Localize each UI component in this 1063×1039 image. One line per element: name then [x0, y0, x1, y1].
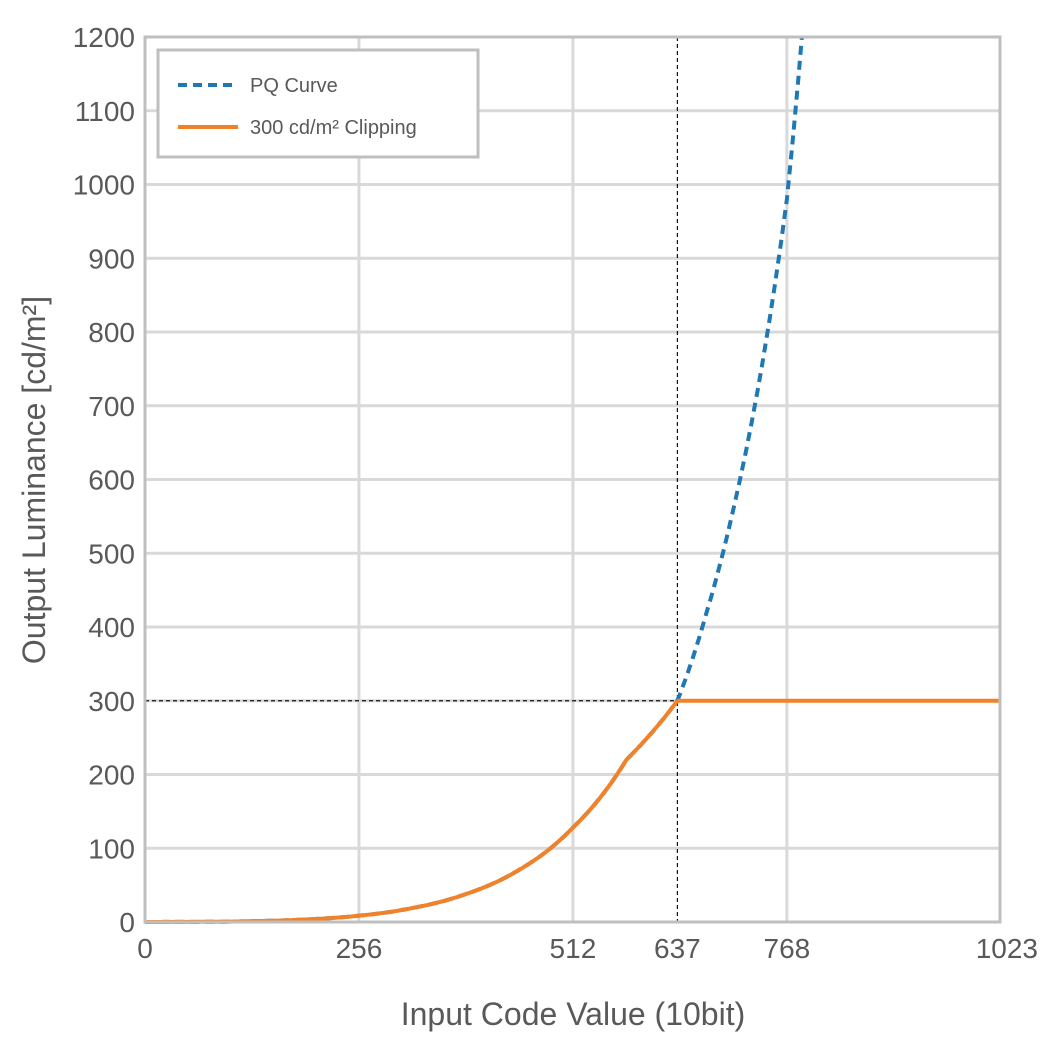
- grid: [143, 35, 1002, 924]
- y-tick-label: 600: [88, 465, 135, 496]
- x-tick-label: 512: [550, 933, 597, 964]
- y-tick-label: 500: [88, 538, 135, 569]
- x-tick-labels: 0 256 512 637 768 1023: [137, 933, 1038, 964]
- y-tick-label: 900: [88, 243, 135, 274]
- y-tick-label: 200: [88, 760, 135, 791]
- legend-label-pq-curve: PQ Curve: [250, 75, 338, 97]
- y-tick-labels: 0 100 200 300 400 500 600 700 800 900 1000 1100 1200: [73, 22, 135, 938]
- x-tick-label: 1023: [976, 933, 1038, 964]
- x-tick-label: 637: [654, 933, 701, 964]
- legend-box: [156, 48, 480, 159]
- y-tick-label: 1000: [73, 170, 135, 201]
- y-tick-label: 0: [119, 907, 135, 938]
- y-tick-label: 1200: [73, 22, 135, 53]
- y-tick-label: 100: [88, 833, 135, 864]
- legend-label-clipping: 300 cd/m² Clipping: [250, 117, 417, 139]
- y-tick-label: 700: [88, 391, 135, 422]
- series-line-clipping: [144, 698, 1002, 924]
- y-tick-label: 300: [88, 686, 135, 717]
- y-tick-label: 800: [88, 317, 135, 348]
- y-tick-label: 1100: [75, 96, 135, 127]
- x-tick-label: 768: [764, 933, 811, 964]
- x-axis-title: Input Code Value (10bit): [401, 996, 746, 1032]
- y-tick-label: 400: [88, 612, 135, 643]
- y-axis-title: Output Luminance [cd/m²]: [16, 296, 52, 664]
- x-tick-label: 256: [336, 933, 383, 964]
- x-tick-label: 0: [137, 933, 153, 964]
- reference-lines: [145, 37, 1000, 922]
- legend: PQ Curve 300 cd/m² Clipping: [156, 48, 480, 159]
- plot-frame: [143, 35, 1002, 924]
